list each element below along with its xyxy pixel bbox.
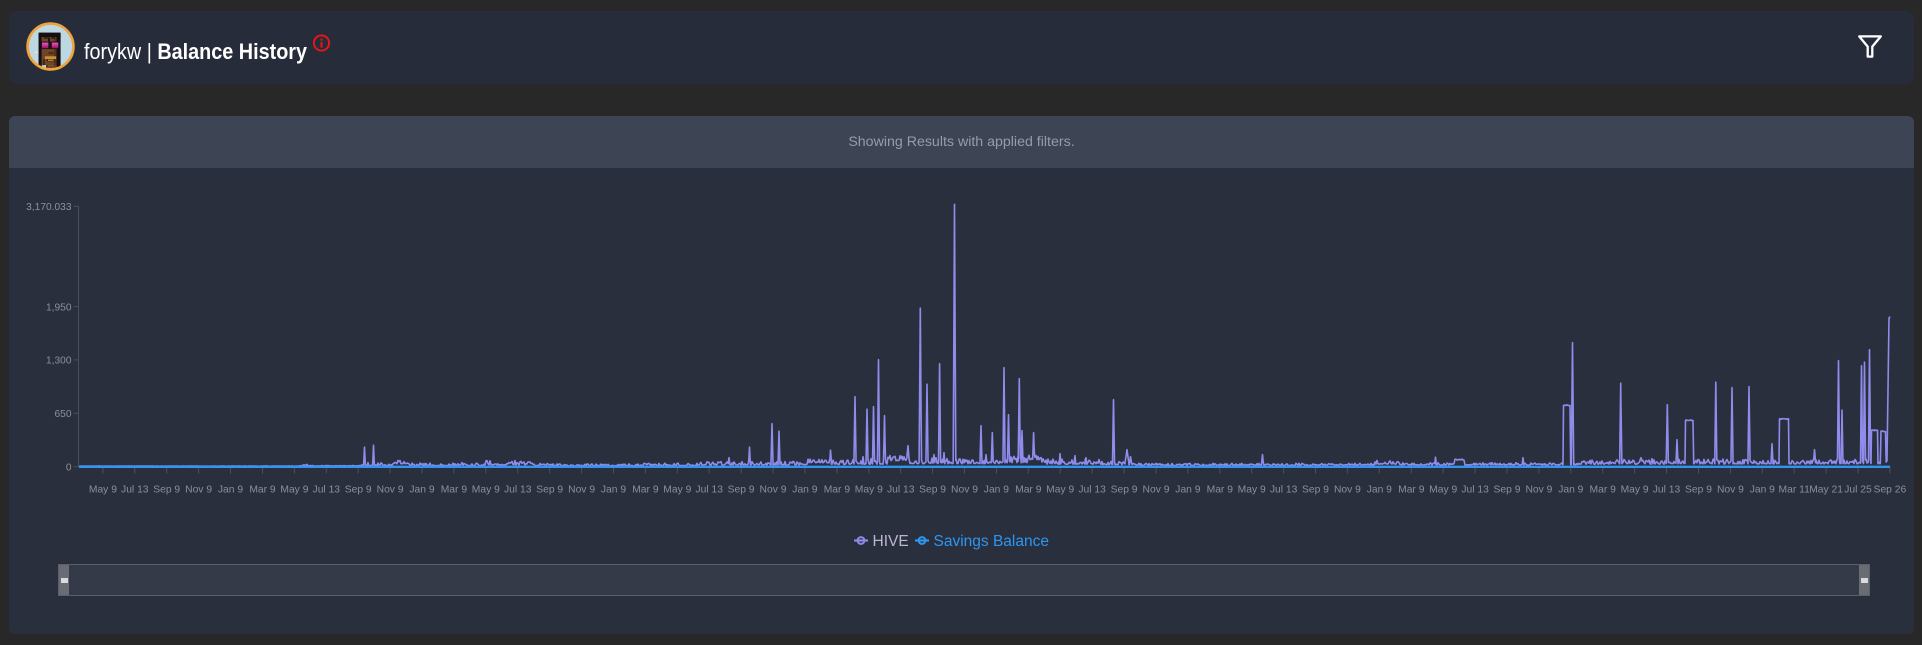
svg-text:Savings Balance: Savings Balance: [934, 533, 1049, 550]
svg-text:Jul 13: Jul 13: [1270, 485, 1298, 496]
svg-text:Jul 13: Jul 13: [1653, 485, 1681, 496]
svg-text:Mar 9: Mar 9: [249, 485, 276, 496]
svg-text:May 9: May 9: [280, 485, 308, 496]
svg-text:Sep 9: Sep 9: [1494, 485, 1521, 496]
svg-text:May 9: May 9: [855, 485, 883, 496]
svg-text:Jul 13: Jul 13: [1461, 485, 1489, 496]
svg-text:Mar 9: Mar 9: [824, 485, 851, 496]
svg-text:May 9: May 9: [663, 485, 691, 496]
svg-text:Nov 9: Nov 9: [1525, 485, 1552, 496]
svg-text:May 9: May 9: [1621, 485, 1649, 496]
svg-text:Jan 9: Jan 9: [218, 485, 243, 496]
svg-text:Jul 13: Jul 13: [504, 485, 532, 496]
svg-text:May 9: May 9: [1238, 485, 1266, 496]
svg-text:May 9: May 9: [1429, 485, 1457, 496]
svg-text:Mar 9: Mar 9: [441, 485, 468, 496]
svg-text:0: 0: [66, 462, 72, 473]
svg-text:Sep 9: Sep 9: [728, 485, 755, 496]
svg-text:1,300: 1,300: [46, 356, 72, 367]
svg-text:Jan 9: Jan 9: [1367, 485, 1392, 496]
svg-text:Jan 9: Jan 9: [1750, 485, 1775, 496]
svg-text:Jan 9: Jan 9: [1175, 485, 1200, 496]
svg-text:Mar 9: Mar 9: [1207, 485, 1234, 496]
svg-text:May 9: May 9: [1046, 485, 1074, 496]
svg-text:Mar 9: Mar 9: [1590, 485, 1617, 496]
svg-text:Mar 9: Mar 9: [1015, 485, 1042, 496]
svg-text:650: 650: [55, 409, 72, 420]
svg-text:Sep 9: Sep 9: [1111, 485, 1138, 496]
svg-text:Sep 9: Sep 9: [153, 485, 180, 496]
svg-text:May 9: May 9: [472, 485, 500, 496]
svg-text:Sep 9: Sep 9: [1685, 485, 1712, 496]
svg-text:3,170.033: 3,170.033: [26, 202, 72, 213]
svg-text:Nov 9: Nov 9: [1334, 485, 1361, 496]
svg-text:HIVE: HIVE: [873, 533, 909, 550]
svg-text:Sep 9: Sep 9: [536, 485, 563, 496]
svg-text:Nov 9: Nov 9: [1143, 485, 1170, 496]
svg-text:Mar 11: Mar 11: [1779, 485, 1811, 496]
svg-text:Jan 9: Jan 9: [984, 485, 1009, 496]
svg-text:May 9: May 9: [89, 485, 117, 496]
svg-text:Nov 9: Nov 9: [760, 485, 787, 496]
svg-text:Jan 9: Jan 9: [1558, 485, 1583, 496]
svg-text:Nov 9: Nov 9: [377, 485, 404, 496]
svg-text:Jul 25: Jul 25: [1844, 485, 1872, 496]
svg-text:Jul 13: Jul 13: [121, 485, 149, 496]
svg-text:Sep 9: Sep 9: [345, 485, 372, 496]
svg-text:Nov 9: Nov 9: [185, 485, 212, 496]
svg-text:Nov 9: Nov 9: [951, 485, 978, 496]
svg-text:1,950: 1,950: [46, 302, 72, 313]
svg-text:Nov 9: Nov 9: [568, 485, 595, 496]
svg-text:Mar 9: Mar 9: [1398, 485, 1425, 496]
svg-text:Mar 9: Mar 9: [632, 485, 659, 496]
svg-text:Jan 9: Jan 9: [601, 485, 626, 496]
svg-text:Jan 9: Jan 9: [792, 485, 817, 496]
svg-text:Jul 13: Jul 13: [695, 485, 723, 496]
svg-text:Jul 13: Jul 13: [313, 485, 341, 496]
svg-text:May 21: May 21: [1809, 485, 1843, 496]
svg-text:Sep 9: Sep 9: [1302, 485, 1329, 496]
svg-text:Jan 9: Jan 9: [409, 485, 434, 496]
svg-text:Sep 9: Sep 9: [919, 485, 946, 496]
svg-text:Nov 9: Nov 9: [1717, 485, 1744, 496]
svg-text:Sep 26: Sep 26: [1874, 485, 1907, 496]
svg-text:Jul 13: Jul 13: [1078, 485, 1106, 496]
svg-text:Jul 13: Jul 13: [887, 485, 915, 496]
